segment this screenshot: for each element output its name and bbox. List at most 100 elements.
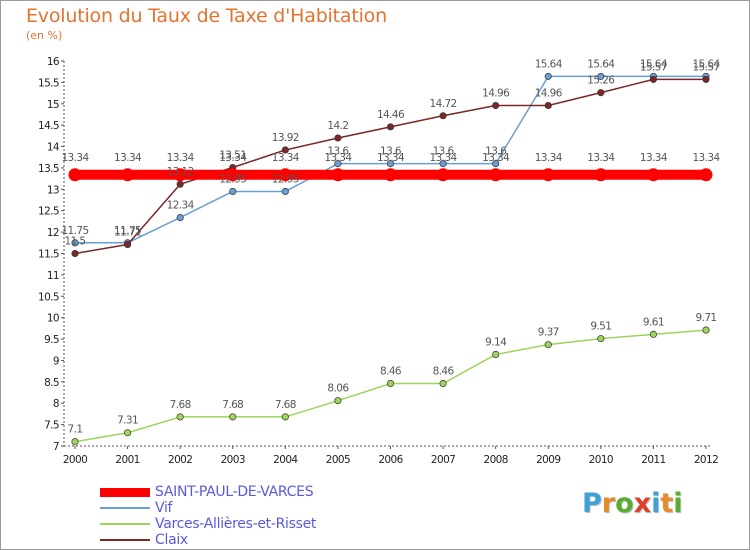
data-point-varces-allieres-et-risset xyxy=(229,413,237,421)
series-layer xyxy=(68,72,713,446)
logo-letter: P xyxy=(582,488,602,519)
data-label-varces-allieres-et-risset: 9.71 xyxy=(696,312,717,324)
data-label-saint-paul-de-varces: 13.34 xyxy=(272,152,300,164)
data-label-saint-paul-de-varces: 13.34 xyxy=(219,152,247,164)
legend-swatch-claix xyxy=(100,539,150,541)
y-tick-label: 16 xyxy=(47,56,60,68)
data-point-varces-allieres-et-risset xyxy=(386,379,395,388)
data-point-saint-paul-de-varces xyxy=(226,168,240,182)
data-point-claix xyxy=(124,240,132,249)
x-tick-label: 2005 xyxy=(326,454,350,466)
x-tick-label: 2010 xyxy=(589,454,613,466)
data-point-saint-paul-de-varces xyxy=(278,168,292,182)
data-label-vif: 15.64 xyxy=(640,58,668,70)
data-point-saint-paul-de-varces xyxy=(384,168,397,182)
x-tick-label: 2007 xyxy=(431,454,455,466)
data-label-claix: 14.96 xyxy=(535,87,563,99)
data-label-varces-allieres-et-risset: 7.1 xyxy=(68,424,83,436)
legend-label-vif: Vif xyxy=(155,500,173,516)
logo-letter: o xyxy=(615,488,634,519)
data-point-vif xyxy=(334,160,342,168)
data-label-claix: 14.96 xyxy=(482,87,510,99)
logo-letter: r xyxy=(601,488,616,519)
data-point-varces-allieres-et-risset xyxy=(124,429,132,437)
data-label-saint-paul-de-varces: 13.34 xyxy=(377,152,405,164)
data-label-varces-allieres-et-risset: 9.37 xyxy=(538,327,559,339)
data-label-saint-paul-de-varces: 13.34 xyxy=(535,152,563,164)
data-label-varces-allieres-et-risset: 8.06 xyxy=(327,383,349,395)
data-point-claix xyxy=(176,180,184,188)
data-label-saint-paul-de-varces: 13.34 xyxy=(430,152,458,164)
y-tick-label: 11 xyxy=(47,270,59,282)
data-point-saint-paul-de-varces xyxy=(646,168,660,182)
data-point-vif xyxy=(597,72,605,80)
data-point-claix xyxy=(597,89,605,97)
data-label-varces-allieres-et-risset: 8.46 xyxy=(433,366,455,378)
data-label-vif: 13.6 xyxy=(485,146,507,158)
data-point-claix xyxy=(71,249,79,258)
data-label-vif: 12.34 xyxy=(167,200,195,212)
data-point-saint-paul-de-varces xyxy=(699,168,713,182)
data-point-vif xyxy=(281,187,289,196)
data-label-vif: 15.64 xyxy=(535,58,563,70)
data-label-saint-paul-de-varces: 13.34 xyxy=(114,152,142,164)
legend-label-saint-paul-de-varces: SAINT-PAUL-DE-VARCES xyxy=(155,484,314,500)
data-label-vif: 13.6 xyxy=(327,146,349,158)
y-tick-label: 14 xyxy=(47,142,60,154)
proxiti-logo: Proxiti xyxy=(582,488,683,519)
legend-item-saint-paul-de-varces: SAINT-PAUL-DE-VARCES xyxy=(100,484,316,500)
y-tick-label: 14.5 xyxy=(38,120,59,132)
y-tick-label: 11.5 xyxy=(38,249,59,261)
y-tick-label: 10.5 xyxy=(38,291,59,303)
data-point-varces-allieres-et-risset xyxy=(702,326,710,334)
logo-letter: i xyxy=(651,488,661,519)
y-tick-label: 8.5 xyxy=(44,377,59,389)
data-label-claix: 15.57 xyxy=(692,61,719,73)
data-label-claix: 13.92 xyxy=(272,132,299,144)
data-point-saint-paul-de-varces xyxy=(331,168,345,182)
y-tick-label: 15 xyxy=(47,99,59,111)
data-label-vif: 15.64 xyxy=(692,58,720,70)
data-point-claix xyxy=(439,112,447,120)
data-point-vif xyxy=(176,214,184,222)
data-point-vif xyxy=(492,160,500,168)
x-tick-label: 2009 xyxy=(536,454,560,466)
y-tick-label: 8 xyxy=(53,398,59,410)
y-tick-label: 15.5 xyxy=(38,77,59,89)
data-point-varces-allieres-et-risset xyxy=(649,330,657,338)
data-point-saint-paul-de-varces xyxy=(68,168,82,182)
data-point-claix xyxy=(702,75,710,83)
logo-letter: i xyxy=(673,488,683,519)
x-tick-label: 2003 xyxy=(221,454,245,466)
data-label-varces-allieres-et-risset: 9.51 xyxy=(590,321,611,333)
x-tick-label: 2001 xyxy=(115,454,139,466)
data-label-varces-allieres-et-risset: 7.31 xyxy=(117,415,138,427)
data-label-vif: 12.95 xyxy=(219,173,246,185)
y-tick-label: 12 xyxy=(47,227,59,239)
data-point-varces-allieres-et-risset xyxy=(597,335,605,343)
chart-title: Evolution du Taux de Taxe d'Habitation xyxy=(26,5,387,27)
data-point-claix xyxy=(386,123,395,131)
y-tick-label: 13.5 xyxy=(38,163,59,175)
y-tick-label: 9.5 xyxy=(44,334,59,346)
chart-axes: 7 7.5 8 8.5 9 9.5 10 10.5 11 11.5 12 12.5 13 13.5 14 14… xyxy=(38,56,719,466)
data-point-varces-allieres-et-risset xyxy=(439,379,447,388)
data-label-varces-allieres-et-risset: 7.68 xyxy=(275,399,296,411)
legend-label-claix: Claix xyxy=(155,532,188,548)
data-label-vif: 15.64 xyxy=(587,58,615,70)
y-tick-label: 13 xyxy=(47,184,59,196)
data-labels-layer: 13.34 13.34 13.34 13.34 13.34 13.34 13.34 13.34… xyxy=(61,58,721,436)
legend-swatch-vif xyxy=(100,507,150,509)
x-tick-label: 2008 xyxy=(484,454,508,466)
data-label-saint-paul-de-varces: 13.34 xyxy=(692,152,720,164)
data-point-vif xyxy=(71,239,79,247)
y-tick-label: 9 xyxy=(53,355,59,367)
data-label-claix: 15.26 xyxy=(587,75,615,87)
data-label-claix: 14.72 xyxy=(430,98,457,110)
data-label-varces-allieres-et-risset: 8.46 xyxy=(380,366,402,378)
y-axis-unit-label: (en %) xyxy=(26,29,63,42)
data-point-varces-allieres-et-risset xyxy=(176,413,184,421)
data-label-claix: 13.12 xyxy=(167,166,194,178)
data-point-claix xyxy=(492,101,500,110)
